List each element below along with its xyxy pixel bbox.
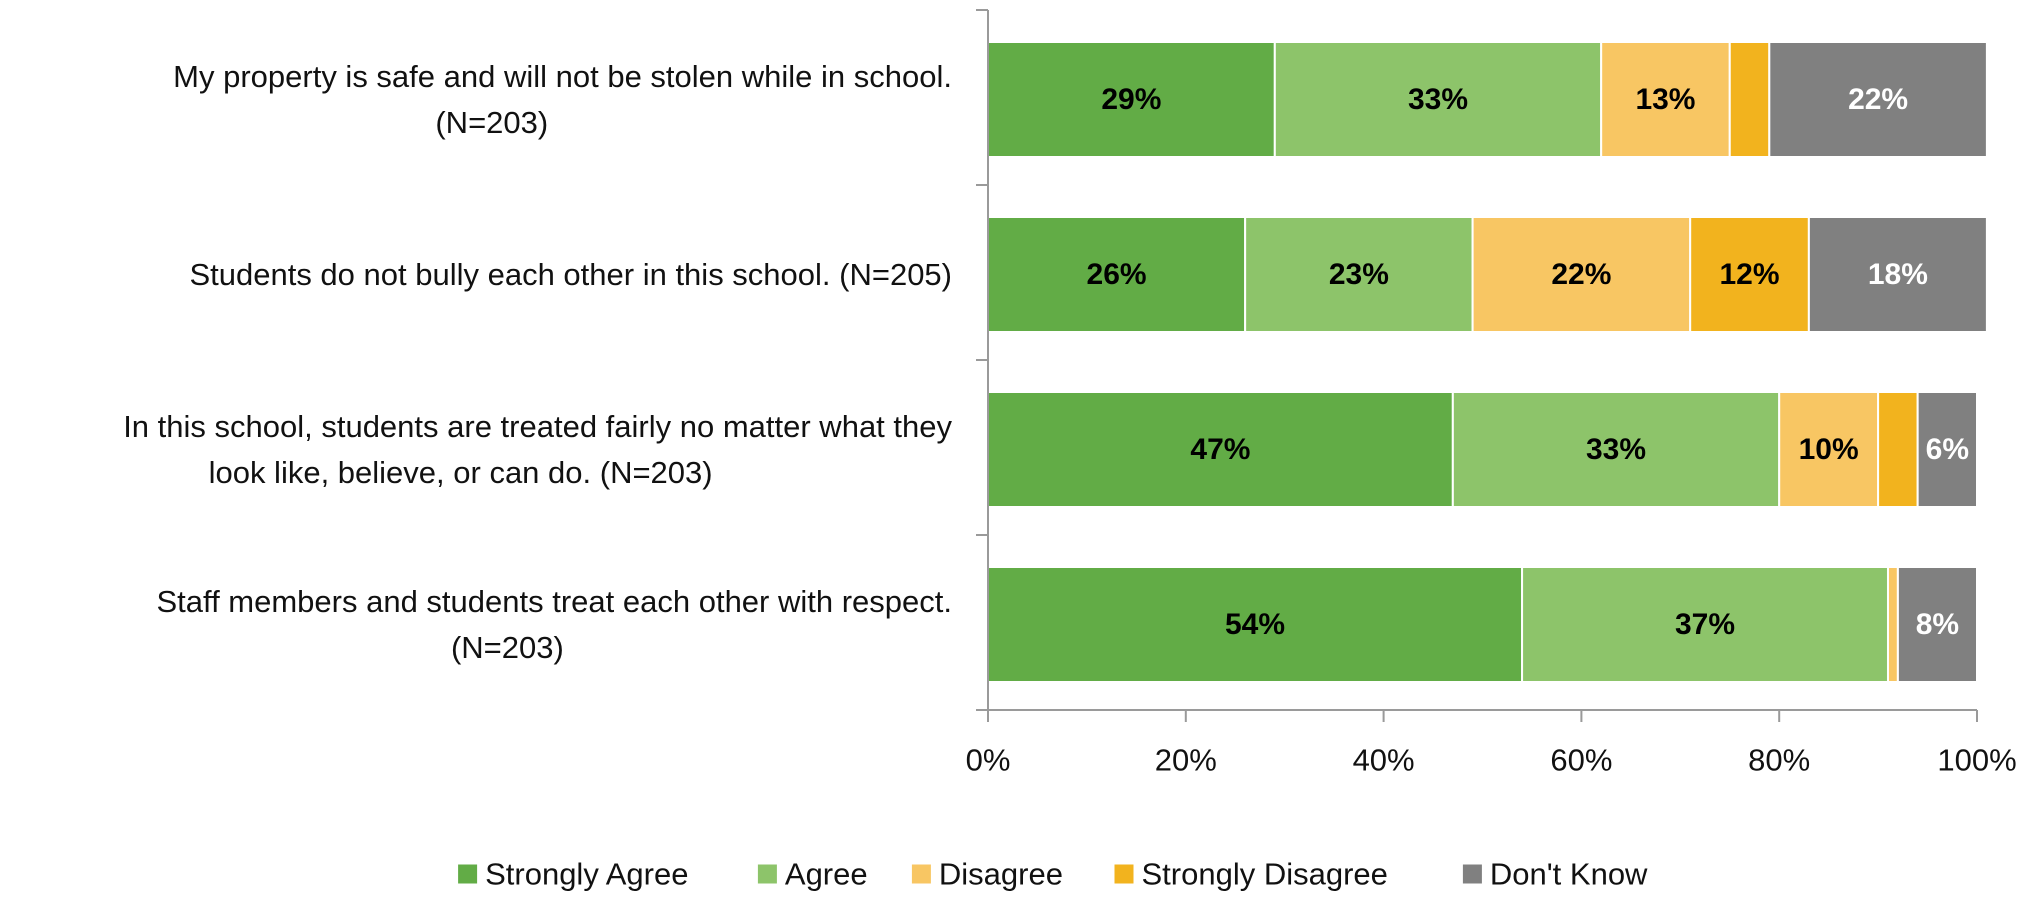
data-label: 12% [1720, 258, 1780, 291]
data-label: 22% [1848, 83, 1908, 116]
bar-segment [987, 566, 1524, 683]
category-label: look like, believe, or can do. (N=203) [209, 455, 713, 490]
legend-swatch [1462, 864, 1482, 884]
data-label: 13% [1635, 83, 1695, 116]
bar-segment [1471, 216, 1692, 333]
data-label: 18% [1868, 258, 1928, 291]
legend-swatch [757, 864, 777, 884]
x-tick-label: 0% [966, 743, 1011, 778]
legend: Strongly Agree Agree Disagree Strongly Disa… [458, 857, 1648, 892]
data-label: 37% [1675, 608, 1735, 641]
data-label: 6% [1926, 433, 1969, 466]
legend-swatch [1114, 864, 1134, 884]
bars-group: 29% 33% 13% 22% 26% 23% 22% 12% 18% 47% 33% 10% 6% 54… [987, 41, 1988, 683]
bar-segment [1778, 391, 1880, 508]
legend-swatch [458, 864, 478, 884]
bar-segment [987, 216, 1247, 333]
data-label: 33% [1408, 83, 1468, 116]
legend-label: Strongly Agree [485, 857, 688, 892]
x-tick-label: 20% [1155, 743, 1217, 778]
bar-segment [1273, 41, 1603, 158]
data-label: 33% [1586, 433, 1646, 466]
bar-segment [1689, 216, 1810, 333]
bar-segment [1521, 566, 1889, 683]
x-tick-label: 80% [1748, 743, 1810, 778]
data-label: 10% [1799, 433, 1859, 466]
legend-label: Strongly Disagree [1142, 857, 1388, 892]
bar-segment [1768, 41, 1988, 158]
bar-segment [1728, 41, 1771, 158]
legend-label: Don't Know [1490, 857, 1648, 892]
x-tick-label: 100% [1937, 743, 2016, 778]
legend-label: Disagree [939, 857, 1063, 892]
category-label: (N=203) [451, 630, 564, 665]
data-label: 47% [1190, 433, 1250, 466]
data-label: 26% [1087, 258, 1147, 291]
bar-segment [1886, 566, 1899, 683]
x-tick-label: 60% [1550, 743, 1612, 778]
bar-segment [1916, 391, 1979, 508]
category-label: Staff members and students treat each ot… [156, 584, 952, 619]
category-label: My property is safe and will not be stol… [173, 59, 952, 94]
data-label: 8% [1916, 608, 1959, 641]
data-label: 22% [1551, 258, 1611, 291]
bar-segment [1896, 566, 1979, 683]
legend-swatch [911, 864, 931, 884]
category-label: (N=203) [435, 105, 548, 140]
bar-segment [987, 41, 1276, 158]
category-label: In this school, students are treated fai… [123, 409, 952, 444]
bar-segment [1807, 216, 1988, 333]
axes-group: 0% 20% 40% 60% 80% 100% [966, 9, 2017, 778]
category-labels-group: My property is safe and will not be stol… [123, 59, 952, 665]
data-label: 54% [1225, 608, 1285, 641]
bar-segment [1244, 216, 1474, 333]
data-label: 23% [1329, 258, 1389, 291]
legend-label: Agree [785, 857, 868, 892]
data-label: 29% [1101, 83, 1161, 116]
category-label: Students do not bully each other in this… [189, 257, 952, 292]
x-tick-label: 40% [1353, 743, 1415, 778]
bar-segment [987, 391, 1454, 508]
bar-segment [1877, 391, 1919, 508]
bar-segment [1600, 41, 1731, 158]
